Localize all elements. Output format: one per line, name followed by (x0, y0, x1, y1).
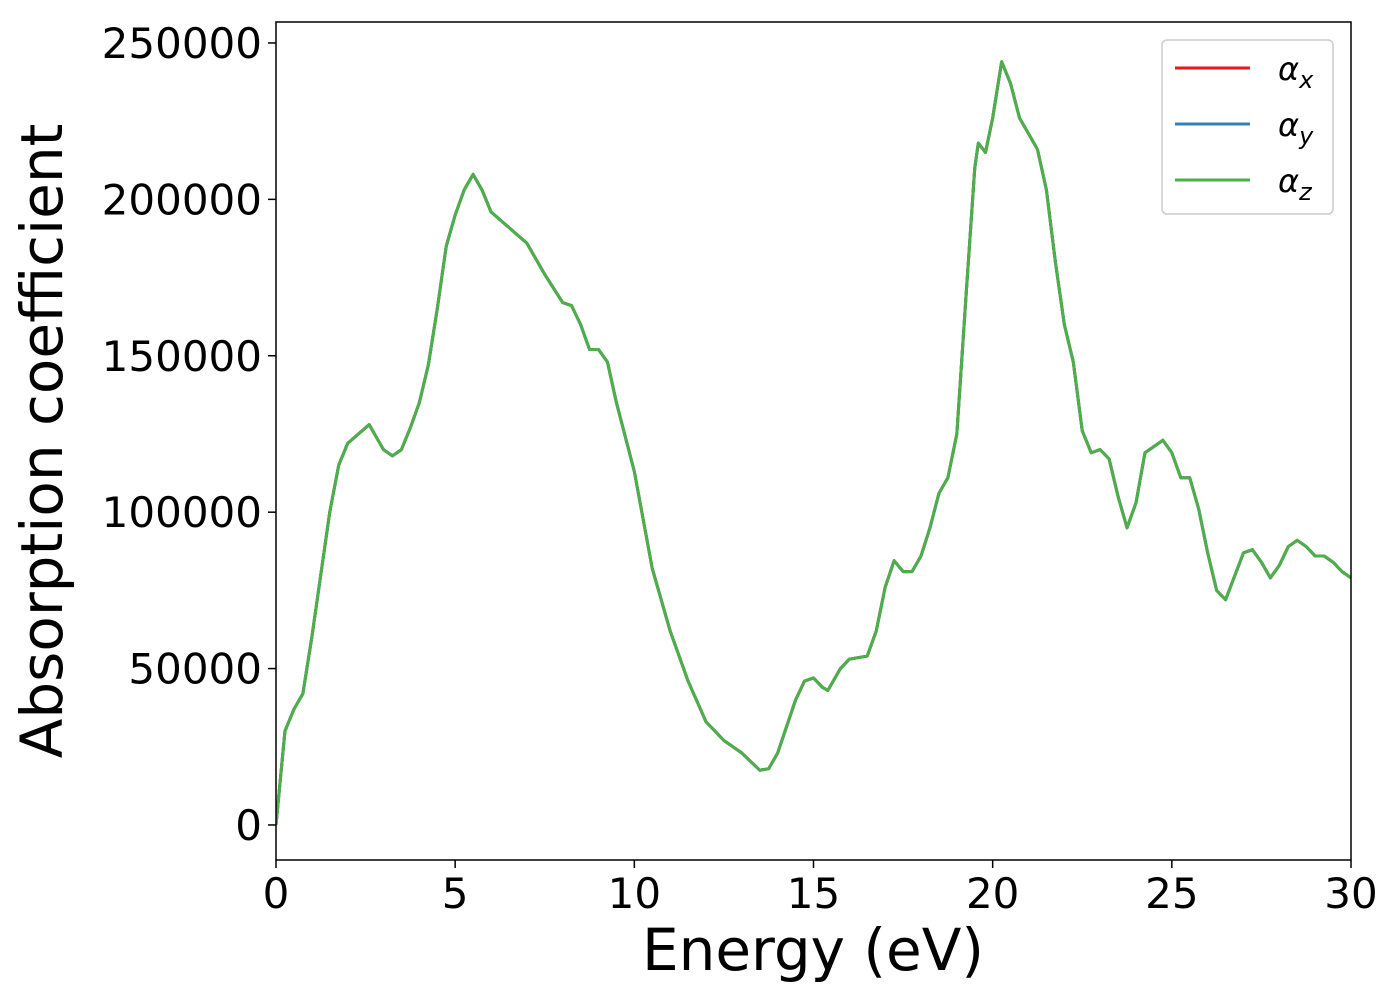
y-tick-label: 250000 (102, 19, 262, 68)
x-tick-label: 20 (966, 869, 1019, 918)
x-tick-label: 10 (608, 869, 661, 918)
legend-label: αy (1278, 106, 1314, 150)
y-tick-label: 100000 (102, 488, 262, 537)
x-tick-label: 15 (787, 869, 840, 918)
legend-label: αx (1278, 50, 1314, 94)
y-tick-label: 200000 (102, 175, 262, 224)
x-tick-label: 25 (1145, 869, 1198, 918)
x-tick-label: 30 (1324, 869, 1377, 918)
y-tick-label: 50000 (128, 645, 262, 694)
legend-label: αz (1278, 162, 1313, 206)
y-tick-label: 150000 (102, 332, 262, 381)
x-tick-label: 0 (263, 869, 290, 918)
series-line (276, 60, 1351, 826)
legend-box (1161, 39, 1334, 215)
y-tick-label: 0 (235, 801, 262, 850)
y-axis-label: Absorption coefficient (8, 124, 76, 759)
x-axis-label: Energy (eV) (642, 916, 984, 984)
x-tick-label: 5 (442, 869, 469, 918)
plot-lines (276, 60, 1351, 826)
